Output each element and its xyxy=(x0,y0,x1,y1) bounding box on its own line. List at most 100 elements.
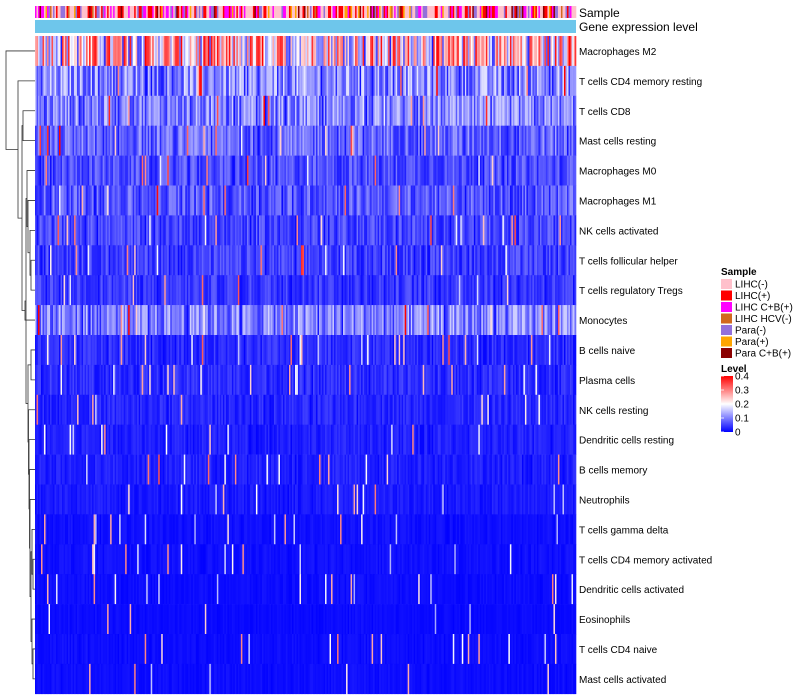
heatmap-cell xyxy=(305,185,308,216)
heatmap-cell xyxy=(266,364,269,396)
heatmap-cell xyxy=(509,364,512,396)
heatmap-cell xyxy=(445,364,448,396)
heatmap-cell xyxy=(386,125,389,156)
heatmap-cell xyxy=(261,185,264,216)
heatmap-cell xyxy=(482,95,485,126)
heatmap-cell xyxy=(316,335,318,366)
heatmap-cell xyxy=(427,155,430,186)
sample-annotation-cell xyxy=(89,6,91,18)
heatmap-cell xyxy=(257,125,260,156)
heatmap-cell xyxy=(93,155,96,186)
heatmap-cell xyxy=(56,36,58,67)
heatmap-cell xyxy=(470,275,473,306)
heatmap-cell xyxy=(222,185,225,216)
sample-annotation-cell xyxy=(111,6,114,18)
heatmap-cell xyxy=(376,305,378,336)
heatmap-cell xyxy=(74,394,76,425)
heatmap-cell xyxy=(51,394,54,425)
heatmap-cell xyxy=(556,245,559,276)
heatmap-cell xyxy=(442,275,445,306)
heatmap-cell xyxy=(353,65,356,97)
heatmap-cell xyxy=(216,394,219,425)
heatmap-cell xyxy=(159,65,162,97)
heatmap-cell xyxy=(439,364,442,396)
heatmap-cell xyxy=(334,394,336,425)
heatmap-cell xyxy=(343,65,345,97)
heatmap-cell xyxy=(308,65,311,97)
heatmap-cell xyxy=(412,364,414,396)
heatmap-cell xyxy=(467,65,470,97)
heatmap-cell xyxy=(313,155,315,186)
heatmap-cell xyxy=(515,95,518,126)
heatmap-cell xyxy=(206,335,209,366)
heatmap-cell xyxy=(574,36,577,67)
heatmap-cell xyxy=(215,125,218,156)
sample-annotation-cell xyxy=(445,6,448,18)
heatmap-cell xyxy=(574,335,577,366)
heatmap-cell xyxy=(279,95,282,126)
heatmap-cell xyxy=(168,335,171,366)
heatmap-cell xyxy=(382,215,384,246)
heatmap-cell xyxy=(403,95,405,126)
heatmap-cell xyxy=(506,215,509,246)
heatmap-cell xyxy=(455,335,458,366)
sample-annotation-cell xyxy=(77,6,79,18)
dendrogram-branch xyxy=(5,50,35,150)
heatmap-cell xyxy=(475,36,478,67)
heatmap-cell xyxy=(521,364,524,396)
sample-annotation-cell xyxy=(273,6,276,18)
heatmap-cell xyxy=(364,215,366,246)
heatmap-cell xyxy=(383,95,386,126)
heatmap-cell xyxy=(221,275,224,306)
heatmap-cell xyxy=(434,125,437,156)
sample-annotation-cell xyxy=(359,6,362,18)
heatmap-cell xyxy=(479,245,482,276)
heatmap-cell xyxy=(252,305,255,336)
heatmap-cell xyxy=(53,125,55,156)
heatmap-cell xyxy=(215,155,218,186)
heatmap-cell xyxy=(116,155,118,186)
heatmap-cell xyxy=(192,394,195,425)
heatmap-cell xyxy=(92,65,94,97)
sample-annotation-cell xyxy=(194,6,197,18)
heatmap-cell xyxy=(60,215,63,246)
heatmap-cell xyxy=(310,245,312,276)
heatmap-cell xyxy=(156,364,159,396)
heatmap-cell xyxy=(234,155,237,186)
heatmap-cell xyxy=(249,125,252,156)
heatmap-cell xyxy=(285,95,288,126)
heatmap-cell xyxy=(368,245,371,276)
heatmap-cell xyxy=(379,394,381,425)
sample-annotation-cell xyxy=(101,6,103,18)
heatmap-cell xyxy=(421,215,424,246)
heatmap-cell xyxy=(406,394,408,425)
heatmap-cell xyxy=(370,155,372,186)
heatmap-cell xyxy=(35,65,37,97)
heatmap-cell xyxy=(215,275,218,306)
heatmap-cell xyxy=(93,364,96,396)
heatmap-cell xyxy=(487,95,490,126)
heatmap-cell xyxy=(221,305,224,336)
heatmap-cell xyxy=(521,305,524,336)
heatmap-cell xyxy=(380,305,383,336)
heatmap-cell xyxy=(50,305,52,336)
heatmap-cell xyxy=(141,65,144,97)
heatmap-cell xyxy=(83,305,85,336)
heatmap-cell xyxy=(116,335,118,366)
sample-annotation-cell xyxy=(132,6,135,18)
sample-annotation-cell xyxy=(353,6,356,18)
heatmap-cell xyxy=(545,95,548,126)
sample-annotation-cell xyxy=(365,6,368,18)
heatmap-cell xyxy=(240,125,243,156)
sample-annotation-cell xyxy=(310,6,312,18)
heatmap-cell xyxy=(123,65,126,97)
heatmap-cell xyxy=(493,155,496,186)
heatmap-cell xyxy=(404,305,407,336)
heatmap-cell xyxy=(50,394,52,425)
heatmap-cell xyxy=(267,305,270,336)
heatmap-cell xyxy=(275,394,278,425)
heatmap-cell xyxy=(171,305,174,336)
heatmap-cell xyxy=(341,364,344,396)
heatmap-cell xyxy=(370,65,372,97)
heatmap-cell xyxy=(308,335,311,366)
